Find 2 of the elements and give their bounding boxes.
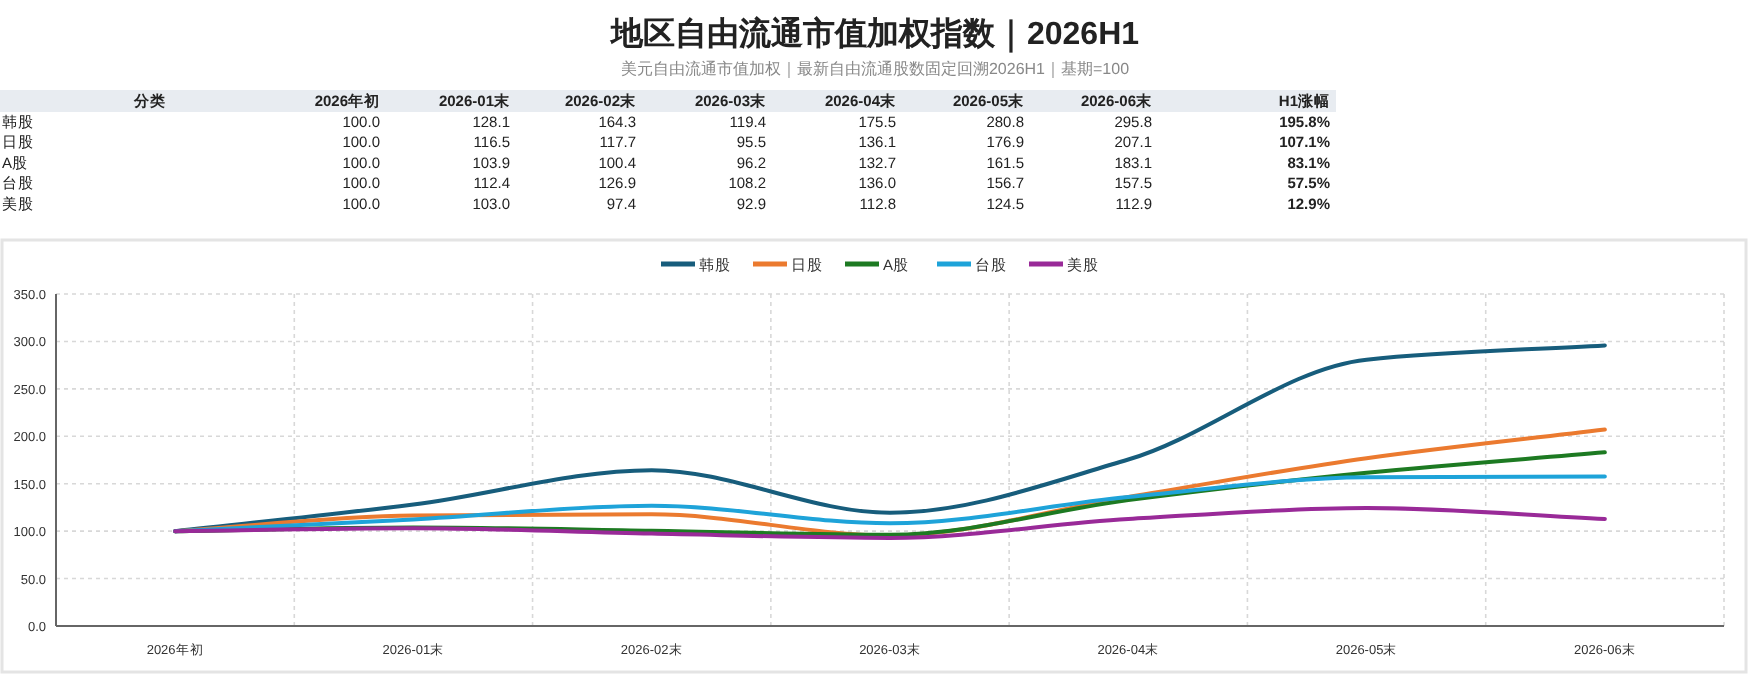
text: 美元自由流通市值加权｜最新自由流通股数固定回溯2026H1｜基期=100 (620, 60, 1131, 78)
text: 地区自由流通市值加权指数｜2026H1 (608, 14, 1140, 54)
